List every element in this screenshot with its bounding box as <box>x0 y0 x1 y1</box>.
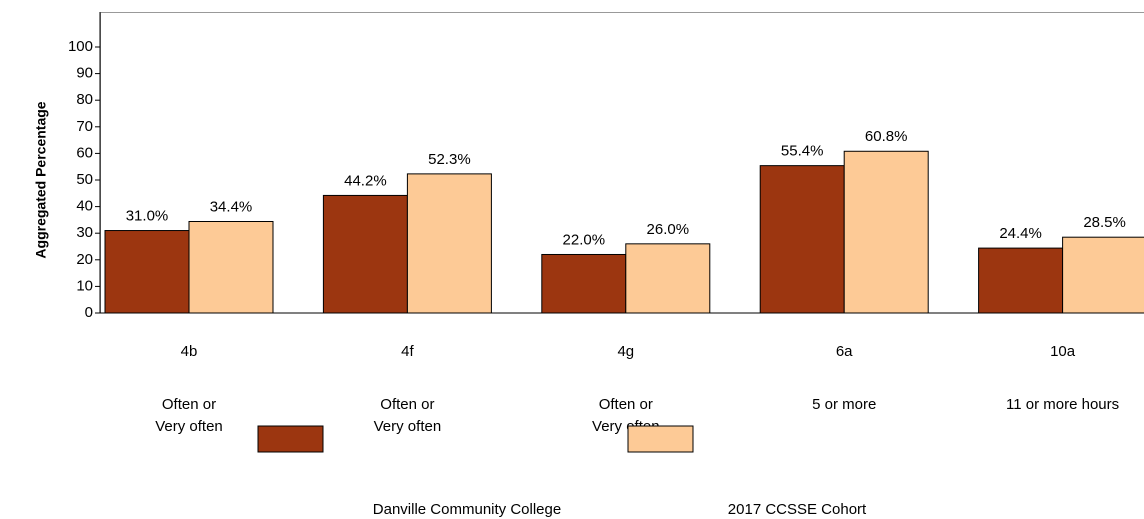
x-tick-label: 4b <box>181 343 198 360</box>
bar <box>978 247 1064 314</box>
bar <box>625 243 711 314</box>
value-label: 24.4% <box>999 225 1042 242</box>
value-label: 22.0% <box>563 231 606 248</box>
y-tick-label: 20 <box>76 251 93 268</box>
y-tick-label: 100 <box>68 38 93 55</box>
value-label: 55.4% <box>781 143 824 160</box>
y-axis-label: Aggregated Percentage <box>33 101 49 258</box>
x-tick-label: 4g <box>617 343 634 360</box>
y-tick-label: 30 <box>76 224 93 241</box>
bar <box>406 173 492 314</box>
x-tick-label: 6a <box>836 343 853 360</box>
bar <box>104 230 190 314</box>
y-tick-label: 50 <box>76 171 93 188</box>
value-label: 28.5% <box>1083 214 1126 231</box>
y-tick-label: 60 <box>76 144 93 161</box>
category-note: Often or <box>380 396 434 413</box>
y-tick-label: 40 <box>76 198 93 215</box>
bar <box>188 220 274 314</box>
value-label: 52.3% <box>428 151 471 168</box>
x-tick-label: 4f <box>401 343 414 360</box>
y-tick-label: 90 <box>76 65 93 82</box>
bar <box>1062 236 1144 314</box>
category-note: 5 or more <box>812 396 876 413</box>
category-note: Very often <box>155 418 223 435</box>
value-label: 44.2% <box>344 172 387 189</box>
value-label: 60.8% <box>865 128 908 145</box>
value-label: 31.0% <box>126 208 169 225</box>
y-tick-label: 0 <box>85 304 93 321</box>
category-note: 11 or more hours <box>1006 396 1119 413</box>
y-tick-label: 70 <box>76 118 93 135</box>
y-tick-label: 10 <box>76 277 93 294</box>
category-note: Often or <box>162 396 216 413</box>
bar <box>541 253 627 314</box>
category-note: Very often <box>374 418 442 435</box>
bar <box>843 150 929 314</box>
category-note: Often or <box>599 396 653 413</box>
x-tick-label: 10a <box>1050 343 1076 360</box>
y-tick-label: 80 <box>76 91 93 108</box>
legend-swatch <box>627 425 694 453</box>
legend-label: 2017 CCSSE Cohort <box>728 501 867 518</box>
value-label: 26.0% <box>647 221 690 238</box>
bar <box>759 165 845 314</box>
legend-swatch <box>257 425 324 453</box>
legend-label: Danville Community College <box>373 501 561 518</box>
value-label: 34.4% <box>210 198 253 215</box>
bar <box>322 194 408 314</box>
